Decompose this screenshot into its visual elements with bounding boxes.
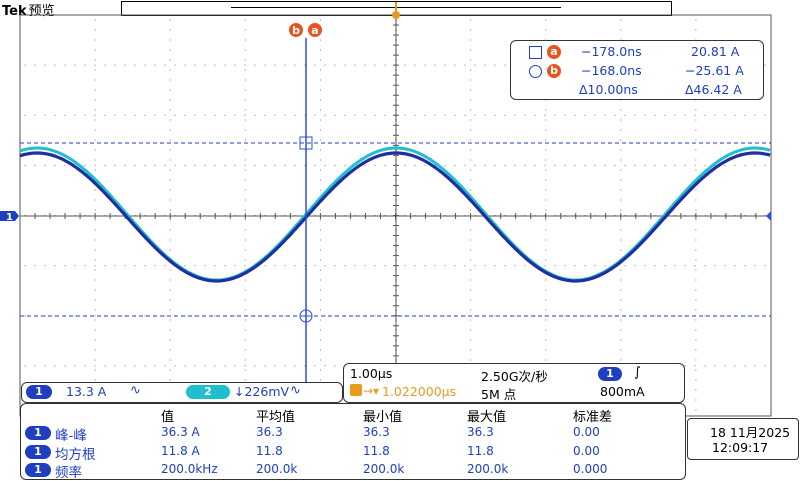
header-mean: 平均值 [256, 410, 296, 425]
ch1-coupling-icon: ∿ [130, 383, 141, 398]
trigger-arrow-icon: →▾ [363, 384, 380, 398]
cursor-a-badge-label: a [311, 24, 318, 37]
cursor-delta-time: Δ10.00ns [579, 82, 638, 97]
row-value: 11.8 A [161, 444, 200, 458]
ch1-ground-label: 1 [6, 212, 13, 223]
trigger-position: 1.022000µs [382, 384, 457, 399]
square-icon [529, 46, 542, 59]
trigger-level-marker[interactable] [766, 211, 771, 221]
trigger-level: 800mA [600, 384, 645, 399]
ch2-scale: ↓226mV [234, 384, 290, 399]
trigger-slope-icon: ∫ [634, 365, 641, 380]
time-label: 12:09:17 [712, 440, 769, 455]
ch1-waveform [19, 151, 771, 283]
ch1-ground-marker[interactable] [0, 211, 19, 221]
cursor-b-time: −168.0ns [581, 63, 642, 78]
cursor-b-value: −25.61 A [685, 63, 744, 78]
trigger-position-marker[interactable] [392, 11, 400, 19]
row-mean: 200.0k [256, 462, 298, 476]
row-min: 11.8 [363, 444, 390, 458]
ch2-coupling-icon: ∿ [290, 383, 301, 398]
measurement-panel[interactable]: 值 平均值 最小值 最大值 标准差 1 峰-峰 36.3 A 36.3 36.3… [20, 403, 686, 481]
row-channel-badge: 1 [25, 463, 51, 477]
row-stddev: 0.000 [573, 462, 608, 476]
header-max: 最大值 [467, 410, 507, 425]
row-name: 频率 [55, 465, 82, 481]
timebase-panel[interactable]: 1.00µs 2.50G次/秒 1 ∫ →▾ 1.022000µs 5M 点 8… [343, 363, 685, 403]
cursor-delta-value: Δ46.42 A [685, 82, 742, 97]
ch2-badge[interactable]: 2 [186, 385, 230, 399]
cursor-a-time: −178.0ns [581, 44, 642, 59]
sample-rate: 2.50G次/秒 [481, 369, 548, 384]
cursor-a-icon: a [547, 45, 561, 59]
cursor-b-row: b −168.0ns −25.61 A [511, 62, 763, 80]
cursor-b-badge[interactable] [289, 23, 303, 37]
cursor-a-marker[interactable] [299, 136, 313, 150]
row-mean: 11.8 [256, 444, 283, 458]
row-value: 36.3 A [161, 425, 200, 439]
ch1-badge[interactable]: 1 [26, 385, 52, 399]
cursor-a-row: a −178.0ns 20.81 A [511, 43, 763, 61]
row-max: 11.8 [467, 444, 494, 458]
ch2-waveform [19, 146, 771, 282]
cursor-b-icon: b [547, 64, 561, 78]
datetime-panel: 18 11月2025 12:09:17 [687, 418, 799, 460]
row-mean: 36.3 [256, 425, 283, 439]
ch1-scale: 13.3 A [66, 384, 107, 399]
row-value: 200.0kHz [161, 462, 218, 476]
trigger-source-badge[interactable]: 1 [598, 367, 622, 381]
row-max: 200.0k [467, 462, 509, 476]
trigger-t-icon [350, 384, 362, 396]
row-max: 36.3 [467, 425, 494, 439]
circle-icon [529, 65, 542, 78]
row-stddev: 0.00 [573, 425, 600, 439]
row-channel-badge: 1 [25, 426, 51, 440]
date-label: 18 11月2025 [710, 425, 791, 440]
header-value: 值 [161, 410, 175, 425]
cursor-readout-panel: a −178.0ns 20.81 A b −168.0ns −25.61 A Δ… [510, 40, 764, 100]
row-name: 均方根 [55, 447, 96, 463]
row-stddev: 0.00 [573, 444, 600, 458]
cursor-a-badge[interactable] [308, 23, 322, 37]
record-length: 5M 点 [481, 387, 517, 402]
header-stddev: 标准差 [573, 410, 613, 425]
row-min: 200.0k [363, 462, 405, 476]
row-min: 36.3 [363, 425, 390, 439]
channel-settings-panel[interactable]: 1 13.3 A ∿ 2 ↓226mV ∿ [21, 382, 343, 403]
cursor-delta-row: Δ10.00ns Δ46.42 A [511, 81, 763, 99]
header-min: 最小值 [363, 410, 403, 425]
cursor-a-value: 20.81 A [691, 44, 740, 59]
horizontal-scale: 1.00µs [350, 366, 393, 381]
row-channel-badge: 1 [25, 445, 51, 459]
cursor-b-badge-label: b [292, 24, 300, 37]
row-name: 峰-峰 [55, 428, 87, 444]
